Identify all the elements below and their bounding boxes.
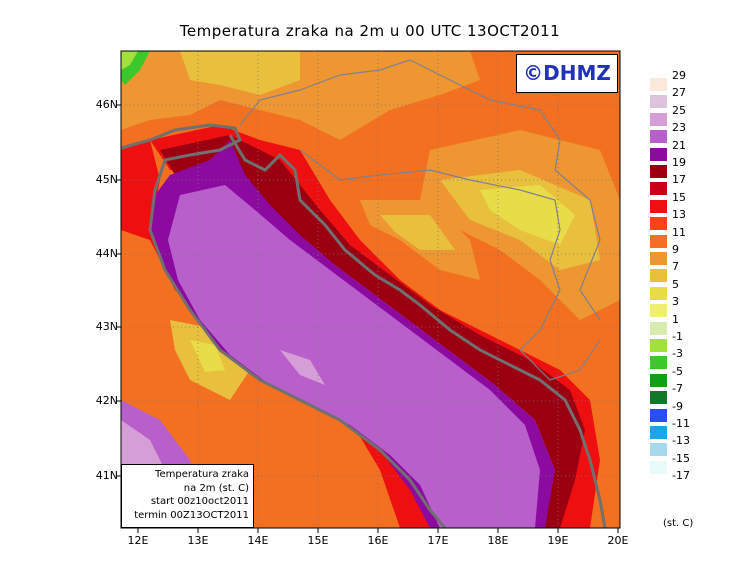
legend-label: -13 bbox=[672, 434, 690, 448]
legend-label: 7 bbox=[672, 260, 679, 274]
info-line-unit: na 2m (st. C) bbox=[183, 482, 249, 494]
legend-swatch bbox=[650, 147, 667, 161]
legend-label: 29 bbox=[672, 69, 686, 82]
info-line-start: start 00z10oct2011 bbox=[150, 496, 249, 507]
legend-swatch bbox=[650, 443, 667, 457]
lat-tick-45n: 45N bbox=[95, 173, 118, 186]
legend-swatch bbox=[650, 391, 667, 405]
lon-tick-13e: 13E bbox=[187, 534, 209, 547]
land-field-7to9-north bbox=[180, 51, 300, 95]
map-title: Temperatura zraka na 2m u 00 UTC 13OCT20… bbox=[179, 22, 561, 40]
legend-label: 19 bbox=[672, 156, 686, 169]
legend-swatch bbox=[650, 130, 667, 144]
border-bosnia bbox=[299, 149, 561, 351]
legend-label: 27 bbox=[672, 86, 686, 100]
border-serbia bbox=[554, 169, 601, 321]
lat-tick-42n: 42N bbox=[95, 394, 118, 407]
legend-label: -9 bbox=[672, 399, 683, 413]
lon-tick-15e: 15E bbox=[307, 534, 329, 547]
land-field-5to7-center bbox=[380, 215, 455, 250]
legend-swatch bbox=[650, 373, 667, 387]
legend-swatch bbox=[650, 182, 667, 196]
border-montenegro bbox=[519, 339, 601, 381]
legend-label: 11 bbox=[672, 225, 686, 239]
legend-label: 3 bbox=[672, 295, 679, 309]
coastline-croatia bbox=[228, 134, 607, 528]
lon-tick-18e: 18E bbox=[487, 534, 509, 547]
legend-swatch bbox=[650, 112, 667, 126]
land-field-3to5-east bbox=[480, 185, 575, 245]
legend-swatch bbox=[650, 321, 667, 335]
coastline-italy bbox=[121, 123, 447, 528]
legend-label: -15 bbox=[672, 451, 690, 465]
legend-swatch bbox=[650, 408, 667, 422]
legend-label: -1 bbox=[672, 330, 683, 343]
legend-label: 23 bbox=[672, 121, 686, 135]
sea-cool-patch bbox=[280, 350, 325, 385]
legend-swatch bbox=[650, 356, 667, 370]
info-line-termin: termin 00Z13OCT2011 bbox=[134, 509, 249, 521]
legend-swatch bbox=[650, 304, 667, 318]
dhmz-logo: ©DHMZ bbox=[516, 54, 618, 93]
legend-label: 25 bbox=[672, 103, 686, 117]
legend-swatch bbox=[650, 460, 667, 474]
legend-swatch bbox=[650, 78, 667, 91]
lat-tick-46n: 46N bbox=[95, 98, 118, 111]
lon-tick-19e: 19E bbox=[547, 534, 569, 547]
legend-swatch bbox=[650, 95, 667, 109]
legend-label: -7 bbox=[672, 382, 683, 396]
lon-tick-20e: 20E bbox=[607, 534, 629, 547]
legend-label: -17 bbox=[672, 469, 690, 483]
island-kvarner bbox=[270, 160, 285, 190]
legend-label: -3 bbox=[672, 347, 683, 361]
legend-swatch bbox=[650, 217, 667, 231]
border-hungary bbox=[409, 59, 561, 171]
legend-label: 13 bbox=[672, 208, 686, 222]
legend-label: 1 bbox=[672, 312, 679, 326]
legend-label: 17 bbox=[672, 173, 686, 187]
legend-label: 5 bbox=[672, 277, 679, 291]
lon-tick-16e: 16E bbox=[367, 534, 389, 547]
lon-tick-17e: 17E bbox=[427, 534, 449, 547]
lat-tick-43n: 43N bbox=[95, 320, 118, 333]
border-slovenia bbox=[239, 59, 411, 126]
lon-tick-14e: 14E bbox=[247, 534, 269, 547]
lon-tick-12e: 12E bbox=[127, 534, 149, 547]
legend-swatch bbox=[650, 165, 667, 178]
legend-label: -11 bbox=[672, 417, 690, 430]
lat-tick-44n: 44N bbox=[95, 247, 118, 260]
legend-unit: (st. C) bbox=[663, 518, 694, 529]
legend-label: 21 bbox=[672, 138, 686, 152]
legend-swatch bbox=[650, 234, 667, 248]
info-box: Temperatura zraka na 2m (st. C) start 00… bbox=[121, 464, 254, 528]
legend-label: -5 bbox=[672, 364, 683, 378]
legend-swatch bbox=[650, 339, 667, 352]
legend-swatch bbox=[650, 426, 667, 439]
legend-label: 15 bbox=[672, 190, 686, 204]
legend-swatch bbox=[650, 286, 667, 300]
lat-tick-41n: 41N bbox=[95, 469, 118, 482]
legend-swatch bbox=[650, 199, 667, 213]
legend-swatch bbox=[650, 252, 667, 265]
legend-swatch bbox=[650, 269, 667, 283]
info-line-variable: Temperatura zraka bbox=[155, 469, 249, 480]
legend-label: 9 bbox=[672, 243, 679, 256]
